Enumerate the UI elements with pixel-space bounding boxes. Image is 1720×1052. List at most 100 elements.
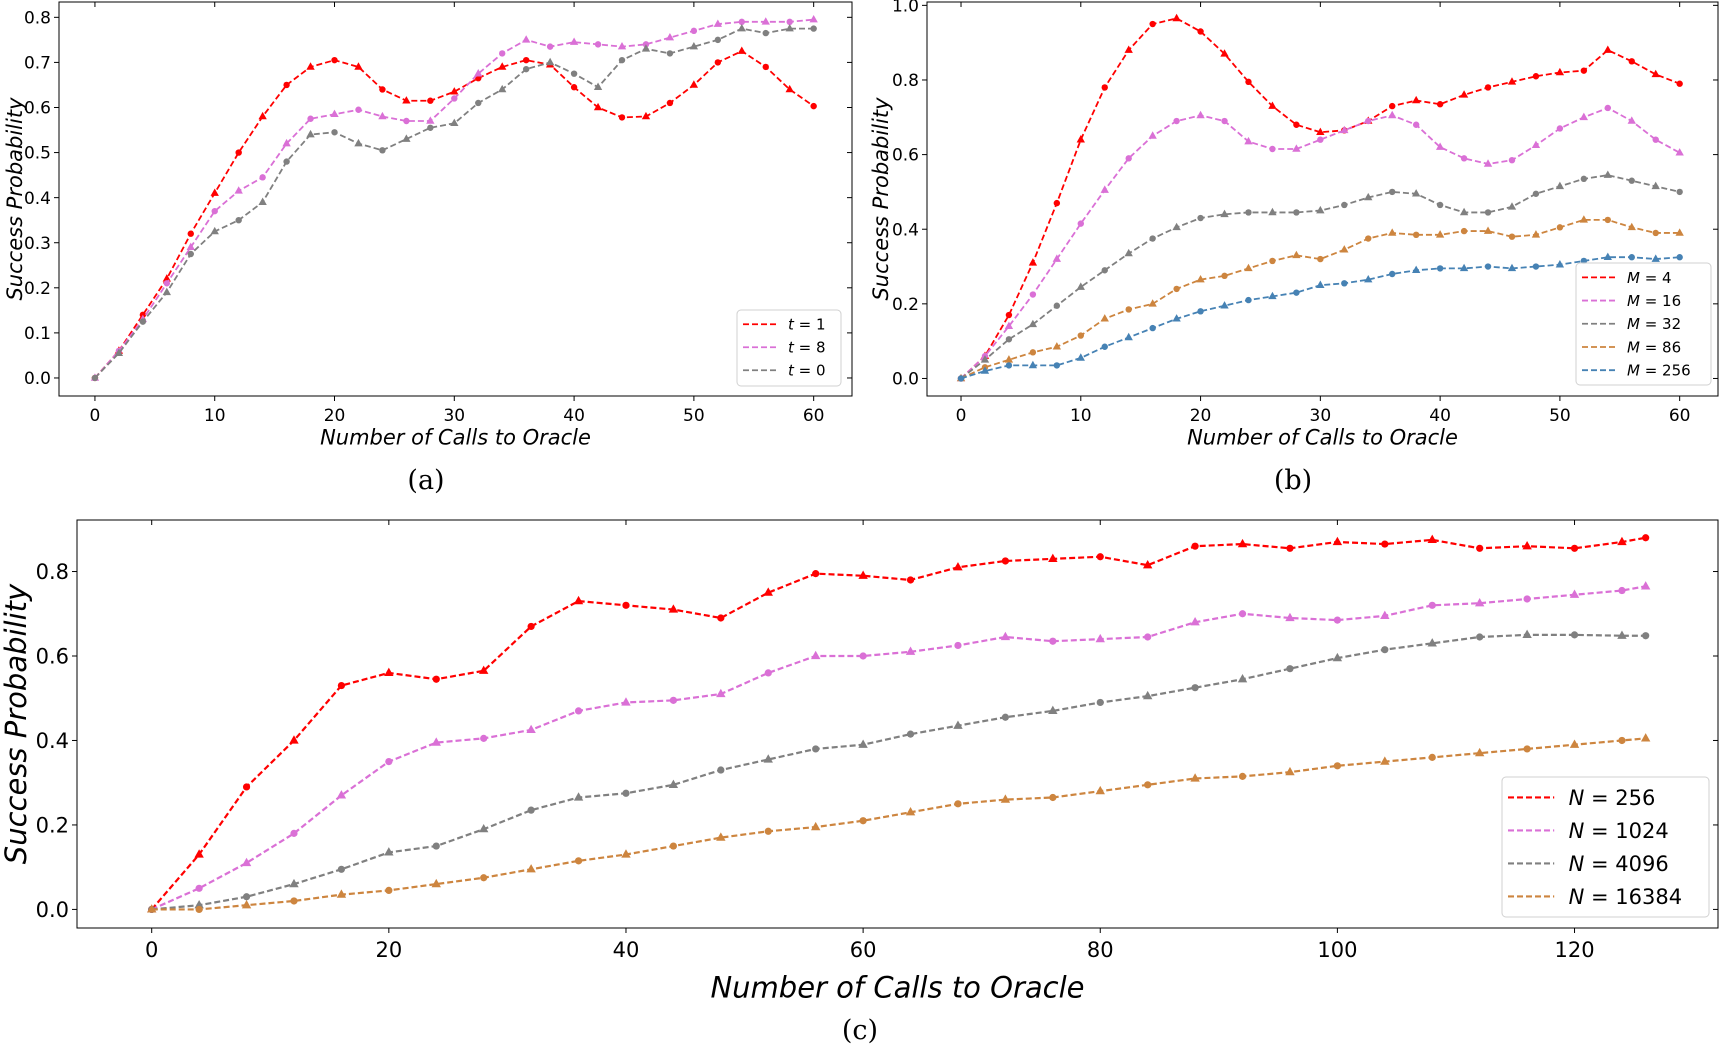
data-point <box>1316 280 1325 288</box>
data-point <box>163 280 171 287</box>
x-tick-label: 30 <box>443 406 465 426</box>
data-point <box>1237 674 1248 683</box>
data-point <box>162 287 171 296</box>
data-point <box>1144 633 1152 641</box>
data-point <box>431 878 441 888</box>
data-point <box>1286 544 1294 552</box>
data-point <box>91 374 99 382</box>
data-point <box>1048 553 1058 562</box>
data-point <box>1076 135 1085 143</box>
caption-c: (c) <box>841 1015 879 1046</box>
x-tick-label: 40 <box>563 406 585 426</box>
x-tick-label: 50 <box>683 406 705 426</box>
series-line-2 <box>960 174 1680 380</box>
data-point <box>1389 270 1396 278</box>
data-point <box>1005 336 1013 343</box>
x-tick-label: 20 <box>1190 406 1212 426</box>
legend-entry: t = 8 <box>788 339 826 357</box>
data-point <box>1144 781 1152 789</box>
data-point <box>617 41 627 50</box>
data-point <box>526 724 536 734</box>
data-point <box>1028 258 1038 266</box>
data-point <box>666 50 674 57</box>
data-point <box>809 14 818 23</box>
data-point <box>1053 302 1061 309</box>
data-point <box>812 745 820 753</box>
data-point <box>1507 77 1517 85</box>
data-point <box>498 62 507 70</box>
data-point <box>1077 220 1084 227</box>
data-point <box>1317 136 1324 143</box>
data-point <box>1221 272 1228 280</box>
data-point <box>1142 690 1153 700</box>
data-point <box>1076 353 1085 361</box>
data-point <box>1652 136 1659 143</box>
series-line-0 <box>150 536 1646 911</box>
data-point <box>1076 282 1085 290</box>
data-point <box>1484 84 1492 91</box>
data-point <box>241 857 252 867</box>
data-point <box>1411 95 1421 104</box>
data-point <box>385 886 393 895</box>
data-point <box>594 41 602 48</box>
legend: t = 1 t = 8 t = 0 <box>736 309 842 387</box>
legend-entry: t = 1 <box>788 316 826 334</box>
data-point <box>1004 355 1014 363</box>
data-point <box>1459 90 1469 98</box>
data-point <box>716 688 726 698</box>
data-point <box>570 84 578 91</box>
data-point <box>980 355 990 363</box>
data-point <box>1640 581 1651 590</box>
data-point <box>859 652 867 660</box>
data-point <box>194 849 204 858</box>
data-point <box>668 604 679 613</box>
legend-var: t <box>788 362 795 380</box>
data-point <box>1604 104 1612 112</box>
data-point <box>906 730 915 738</box>
data-point <box>1095 785 1105 795</box>
data-point <box>1340 245 1349 253</box>
data-point <box>1427 638 1437 647</box>
data-point <box>330 109 339 118</box>
data-point <box>764 669 772 677</box>
data-point <box>1221 117 1228 125</box>
legend: M = 4M = 16M = 32M = 86M = 256 <box>1575 262 1712 386</box>
legend-value: = 0 <box>794 362 826 380</box>
data-point <box>283 81 290 89</box>
data-point <box>1380 756 1390 765</box>
axes-frame <box>58 1 853 397</box>
data-point <box>1285 612 1295 622</box>
data-point <box>139 318 147 325</box>
data-point <box>1381 540 1389 548</box>
data-point <box>1100 314 1109 322</box>
data-point <box>1570 544 1579 552</box>
data-point <box>402 96 411 104</box>
data-point <box>1028 319 1038 328</box>
data-point <box>259 174 266 181</box>
data-point <box>1341 280 1348 287</box>
data-point <box>1149 20 1156 28</box>
data-point <box>379 86 386 93</box>
data-point <box>1142 559 1153 569</box>
data-point <box>1333 616 1341 624</box>
data-point <box>1269 257 1276 265</box>
data-point <box>1522 540 1532 550</box>
data-point <box>499 50 506 57</box>
data-point <box>738 18 745 26</box>
data-point <box>713 19 723 27</box>
data-point <box>641 111 651 120</box>
data-point <box>669 696 678 704</box>
series-line-3 <box>960 218 1680 380</box>
data-point <box>1000 794 1011 803</box>
data-point <box>1532 190 1540 197</box>
x-axis-label: Number of Calls to Oracle <box>710 970 1084 1004</box>
data-point <box>1412 121 1420 128</box>
data-point <box>546 43 554 50</box>
data-point <box>785 84 794 93</box>
data-point <box>1642 632 1650 640</box>
data-point <box>593 82 603 90</box>
legend-entry: M = 86 <box>1627 338 1681 356</box>
data-point <box>378 111 387 120</box>
data-point <box>1628 58 1635 65</box>
